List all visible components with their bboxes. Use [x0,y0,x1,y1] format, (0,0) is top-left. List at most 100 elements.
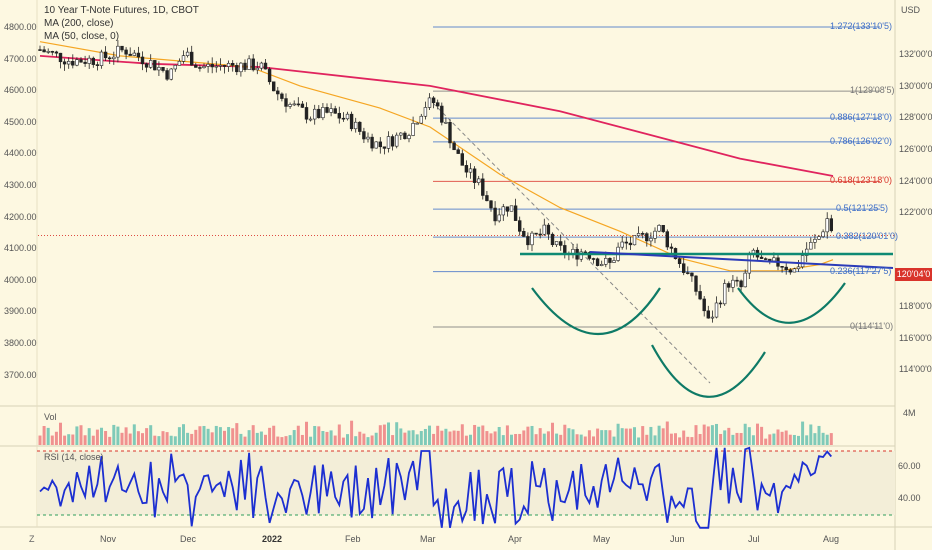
candle[interactable] [472,166,477,190]
candle[interactable] [247,55,251,70]
candle[interactable] [38,45,42,51]
candle[interactable] [653,227,657,244]
candle[interactable] [165,68,169,81]
candle[interactable] [378,137,382,154]
candle[interactable] [497,208,501,223]
head-arc[interactable] [651,344,766,398]
candle[interactable] [554,241,559,247]
candle[interactable] [67,57,71,69]
candle[interactable] [522,227,526,238]
candle[interactable] [271,81,276,92]
candle[interactable] [54,50,59,58]
candle[interactable] [87,55,91,69]
candle[interactable] [591,257,596,264]
candle[interactable] [370,133,374,152]
candle[interactable] [108,56,112,65]
candle[interactable] [612,257,616,264]
candle[interactable] [399,132,403,140]
candle[interactable] [534,232,538,235]
candle[interactable] [99,49,104,69]
candle[interactable] [620,235,624,250]
candle[interactable] [136,46,141,62]
candle[interactable] [481,173,485,200]
candle[interactable] [194,62,198,68]
candle[interactable] [112,51,116,65]
candle[interactable] [407,133,411,143]
candle[interactable] [501,203,505,221]
candle[interactable] [353,117,358,133]
rsi-line[interactable] [39,446,832,529]
candle[interactable] [144,62,149,73]
candle[interactable] [140,51,145,71]
candle[interactable] [366,132,370,143]
candle[interactable] [694,275,698,296]
candle[interactable] [222,64,227,74]
candle[interactable] [329,103,333,117]
candle[interactable] [95,61,100,71]
candle[interactable] [829,214,834,233]
candle[interactable] [677,256,682,268]
candle[interactable] [214,61,218,73]
candle[interactable] [337,106,341,124]
candle[interactable] [661,224,665,234]
candle[interactable] [513,198,518,221]
candle[interactable] [431,96,436,109]
candle[interactable] [624,236,629,250]
candle[interactable] [784,263,788,275]
candle[interactable] [177,58,182,66]
candle[interactable] [231,60,235,72]
candle[interactable] [690,272,694,282]
candle[interactable] [362,127,366,144]
candle[interactable] [731,274,735,293]
candle[interactable] [796,260,801,272]
candle[interactable] [710,310,715,323]
candle[interactable] [763,257,768,261]
candle[interactable] [485,190,489,202]
candle[interactable] [460,149,464,166]
candle[interactable] [173,64,177,72]
ma200-legend[interactable]: MA (200, close) [44,18,114,29]
candle[interactable] [83,55,87,67]
candle[interactable] [452,140,456,151]
candle[interactable] [530,230,534,252]
candle[interactable] [120,45,124,53]
candle[interactable] [62,58,67,71]
candle[interactable] [157,61,161,76]
candle[interactable] [280,92,284,102]
candle[interactable] [390,134,395,151]
candle[interactable] [444,117,448,124]
candle[interactable] [821,229,825,239]
candle[interactable] [304,102,309,124]
candle[interactable] [267,67,272,85]
candle[interactable] [75,57,79,67]
candle[interactable] [333,105,337,114]
candle[interactable] [312,104,317,125]
ma50-legend[interactable]: MA (50, close, 0) [44,31,120,42]
candle[interactable] [817,235,821,240]
candle[interactable] [509,205,514,212]
left-shoulder-arc[interactable] [531,287,661,336]
candle[interactable] [636,226,641,238]
candle[interactable] [686,266,690,275]
candle[interactable] [149,54,153,69]
candle[interactable] [374,141,378,149]
candle[interactable] [198,64,202,72]
candle[interactable] [321,103,325,121]
candle[interactable] [526,232,530,250]
candle[interactable] [780,265,784,273]
candle[interactable] [235,62,239,76]
candle[interactable] [394,132,399,149]
candle[interactable] [341,112,346,122]
candle[interactable] [124,47,128,60]
candle[interactable] [456,147,460,154]
candle[interactable] [468,163,473,179]
candle[interactable] [202,63,206,69]
candle[interactable] [308,116,313,122]
candle[interactable] [714,296,719,319]
candle[interactable] [349,111,354,132]
candle[interactable] [71,54,75,69]
candle[interactable] [706,305,711,319]
candle[interactable] [116,40,120,63]
candle[interactable] [226,60,231,72]
candle[interactable] [296,97,300,107]
